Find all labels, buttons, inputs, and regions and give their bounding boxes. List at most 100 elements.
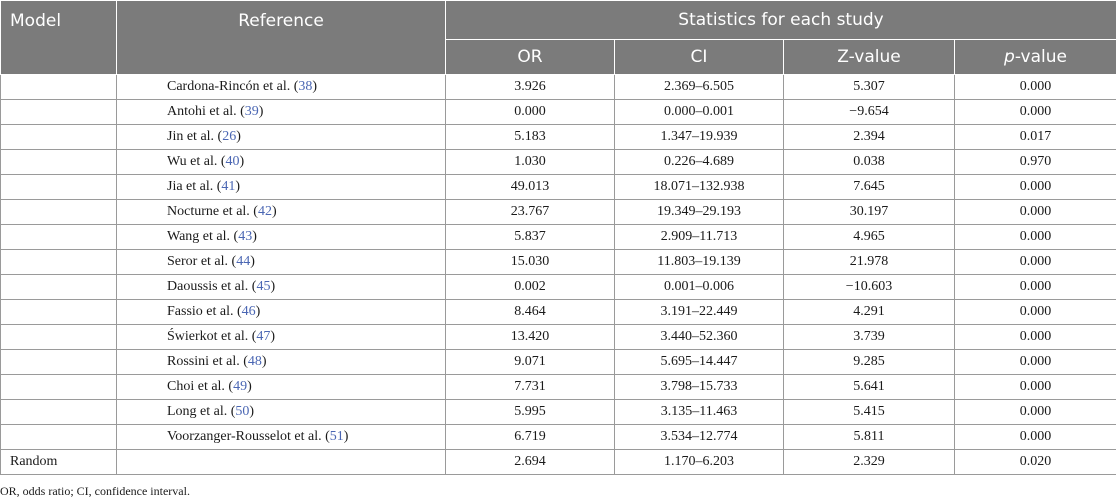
reference-close: ) — [247, 379, 252, 394]
or-cell: 9.071 — [445, 349, 615, 375]
or-cell: 49.013 — [445, 174, 615, 200]
reference-close: ) — [270, 279, 276, 294]
model-cell — [0, 299, 117, 325]
ci-cell: 3.135–11.463 — [614, 399, 784, 425]
citation-link[interactable]: 50 — [235, 404, 250, 419]
z-value-cell: 5.641 — [783, 374, 955, 400]
header-p-value: p-value — [953, 39, 1116, 75]
reference-cell — [116, 449, 446, 475]
model-cell — [0, 349, 117, 375]
or-cell: 5.183 — [445, 124, 615, 150]
citation-link[interactable]: 46 — [241, 304, 256, 319]
reference-cell: Seror et al. (44) — [116, 249, 446, 275]
or-cell: 0.002 — [445, 274, 615, 300]
or-cell: 13.420 — [445, 324, 615, 350]
reference-author: Świerkot et al. ( — [167, 329, 257, 344]
table-row: Wu et al. (40) 1.030 0.226–4.689 0.038 0.970 — [0, 149, 1116, 175]
citation-link[interactable]: 38 — [298, 79, 313, 94]
or-cell: 6.719 — [445, 424, 615, 450]
ci-cell: 1.347–19.939 — [614, 124, 784, 150]
z-value-cell: 9.285 — [783, 349, 955, 375]
p-value-cell: 0.000 — [953, 374, 1116, 400]
z-value-cell: 2.329 — [783, 449, 955, 475]
reference-cell: Jia et al. (41) — [116, 174, 446, 200]
table-row: Wang et al. (43) 5.837 2.909–11.713 4.965 0.… — [0, 224, 1116, 250]
citation-link[interactable]: 47 — [256, 329, 271, 344]
reference-author: Wu et al. ( — [167, 154, 226, 169]
header-model: Model — [0, 0, 117, 75]
citation-link[interactable]: 40 — [225, 154, 240, 169]
reference-cell: Daoussis et al. (45) — [116, 274, 446, 300]
z-value-cell: 0.038 — [783, 149, 955, 175]
model-cell — [0, 399, 117, 425]
reference-author: Fassio et al. ( — [167, 304, 242, 319]
z-value-cell: 21.978 — [783, 249, 955, 275]
reference-close: ) — [239, 154, 245, 169]
table-footnote: OR, odds ratio; CI, confidence interval. — [0, 484, 190, 498]
ci-cell: 5.695–14.447 — [614, 349, 784, 375]
citation-link[interactable]: 44 — [236, 254, 251, 269]
table-row: Seror et al. (44) 15.030 11.803–19.139 21.9… — [0, 249, 1116, 275]
reference-cell: Wu et al. (40) — [116, 149, 446, 175]
z-value-cell: 5.415 — [783, 399, 955, 425]
model-cell: Random — [0, 449, 117, 475]
header-or: OR — [445, 39, 615, 75]
p-value-cell: 0.000 — [953, 324, 1116, 350]
p-value-cell: 0.017 — [953, 124, 1116, 150]
p-value-cell: 0.000 — [953, 349, 1116, 375]
z-value-cell: 4.291 — [783, 299, 955, 325]
citation-link[interactable]: 26 — [222, 129, 237, 144]
ci-cell: 11.803–19.139 — [614, 249, 784, 275]
table-row: Daoussis et al. (45) 0.002 0.001–0.006 −10.… — [0, 274, 1116, 300]
reference-cell: Jin et al. (26) — [116, 124, 446, 150]
reference-close: ) — [343, 429, 349, 444]
statistics-table: Model Reference Statistics for each stud… — [0, 0, 1116, 475]
summary-row: Random 2.694 1.170–6.203 2.329 0.020 — [0, 449, 1116, 475]
z-value-cell: 7.645 — [783, 174, 955, 200]
header-z-value: Z-value — [783, 39, 955, 75]
p-value-cell: 0.970 — [953, 149, 1116, 175]
z-value-cell: 4.965 — [783, 224, 955, 250]
p-value-cell: 0.000 — [953, 74, 1116, 100]
model-cell — [0, 324, 117, 350]
or-cell: 23.767 — [445, 199, 615, 225]
citation-link[interactable]: 41 — [221, 179, 236, 194]
ci-cell: 0.000–0.001 — [614, 99, 784, 125]
ci-cell: 2.909–11.713 — [614, 224, 784, 250]
ci-cell: 3.798–15.733 — [614, 374, 784, 400]
citation-link[interactable]: 48 — [247, 354, 262, 369]
citation-link[interactable]: 51 — [329, 429, 344, 444]
header-p-italic: p — [1004, 47, 1015, 67]
z-value-cell: 2.394 — [783, 124, 955, 150]
p-value-cell: 0.000 — [953, 174, 1116, 200]
z-value-cell: −9.654 — [783, 99, 955, 125]
or-cell: 0.000 — [445, 99, 615, 125]
reference-cell: Long et al. (50) — [116, 399, 446, 425]
ci-cell: 3.534–12.774 — [614, 424, 784, 450]
reference-close: ) — [249, 404, 255, 419]
z-value-cell: 5.811 — [783, 424, 955, 450]
reference-author: Antohi et al. ( — [167, 104, 245, 119]
reference-close: ) — [261, 354, 267, 369]
reference-cell: Fassio et al. (46) — [116, 299, 446, 325]
reference-cell: Nocturne et al. (42) — [116, 199, 446, 225]
reference-author: Nocturne et al. ( — [167, 204, 258, 219]
reference-author: Seror et al. ( — [167, 254, 237, 269]
header-ci: CI — [614, 39, 784, 75]
or-cell: 15.030 — [445, 249, 615, 275]
table-row: Choi et al. (49) 7.731 3.798–15.733 5.641 0.… — [0, 374, 1116, 400]
citation-link[interactable]: 45 — [256, 279, 271, 294]
citation-link[interactable]: 49 — [233, 379, 248, 394]
table-row: Cardona-Rincón et al. (38) 3.926 2.369–6.5… — [0, 74, 1116, 100]
citation-link[interactable]: 43 — [238, 229, 253, 244]
citation-link[interactable]: 39 — [244, 104, 259, 119]
table-row: Jia et al. (41) 49.013 18.071–132.938 7.645… — [0, 174, 1116, 200]
ci-cell: 1.170–6.203 — [614, 449, 784, 475]
p-value-cell: 0.000 — [953, 249, 1116, 275]
z-value-cell: 3.739 — [783, 324, 955, 350]
model-cell — [0, 249, 117, 275]
ci-cell: 3.191–22.449 — [614, 299, 784, 325]
reference-cell: Choi et al. (49) — [116, 374, 446, 400]
ci-cell: 0.226–4.689 — [614, 149, 784, 175]
citation-link[interactable]: 42 — [257, 204, 272, 219]
